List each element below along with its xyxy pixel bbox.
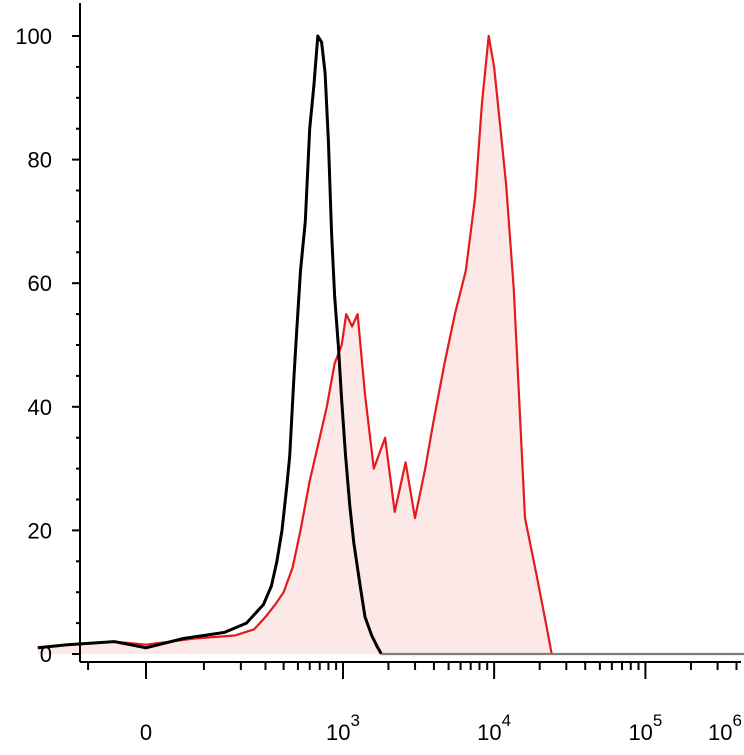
series-0-line [37,34,383,655]
y-tick-label: 100 [15,24,52,49]
x-tick-label: 0 [140,720,152,745]
series-2-line [37,34,553,655]
x-tick-label: 106 [708,711,742,745]
x-tick-label: 105 [628,711,662,745]
y-tick-label: 80 [28,148,52,173]
x-tick-label: 103 [326,711,360,745]
y-tick-label: 60 [28,271,52,296]
plot-area: 0 20 40 60 80 100 0 103 104 105 106 [15,3,744,745]
y-tick-label: 40 [28,395,52,420]
y-tick-label: 20 [28,518,52,543]
series-2-area [37,36,552,654]
y-tick-label: 0 [40,642,52,667]
x-tick-label: 104 [477,711,511,745]
